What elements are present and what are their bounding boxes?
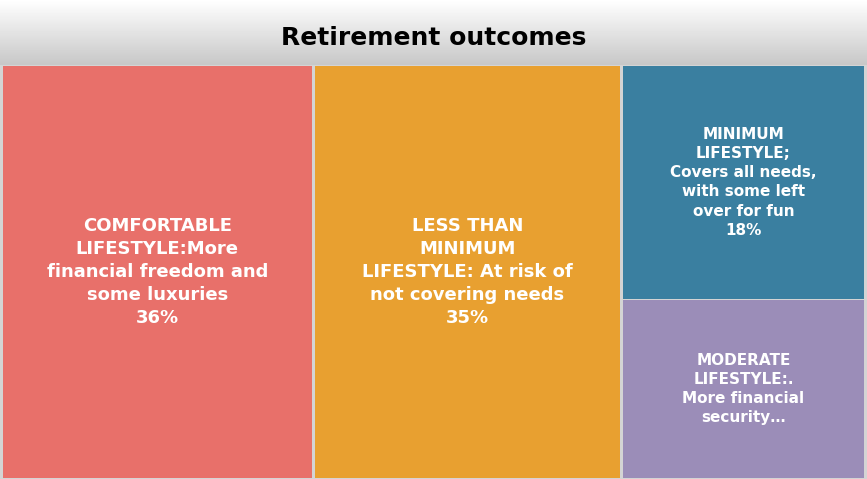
Text: MINIMUM
LIFESTYLE;
Covers all needs,
with some left
over for fun
18%: MINIMUM LIFESTYLE; Covers all needs, wit…: [670, 127, 817, 238]
Text: MODERATE
LIFESTYLE:.
More financial
security…: MODERATE LIFESTYLE:. More financial secu…: [682, 353, 805, 425]
Text: COMFORTABLE
LIFESTYLE:More
financial freedom and
some luxuries
36%: COMFORTABLE LIFESTYLE:More financial fre…: [47, 217, 268, 327]
Bar: [623, 300, 864, 478]
Text: Retirement outcomes: Retirement outcomes: [281, 25, 586, 49]
Bar: [315, 66, 620, 478]
Bar: [3, 66, 312, 478]
Text: LESS THAN
MINIMUM
LIFESTYLE: At risk of
not covering needs
35%: LESS THAN MINIMUM LIFESTYLE: At risk of …: [362, 217, 573, 327]
Bar: [623, 66, 864, 299]
